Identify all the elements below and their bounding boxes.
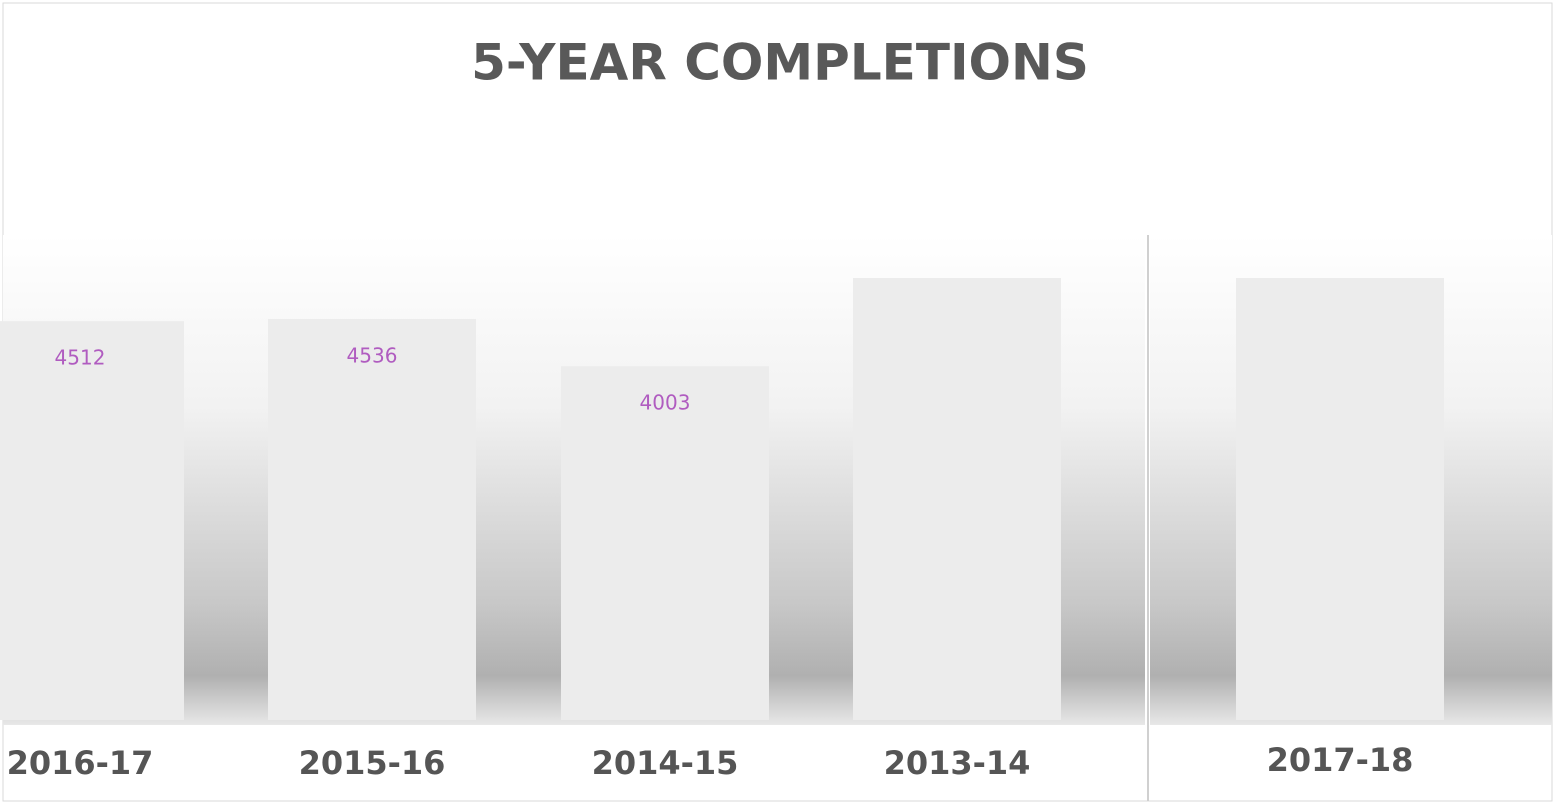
bar	[853, 278, 1061, 720]
x-tick-label: 2014-15	[592, 744, 739, 782]
chart-title: 5-YEAR COMPLETIONS	[471, 34, 1089, 92]
x-tick-label: 2017-18	[1267, 741, 1414, 779]
value-label: 4003	[640, 391, 691, 415]
x-tick-label: 2013-14	[884, 744, 1031, 782]
bar	[268, 319, 476, 720]
x-tick-label: 2016-17	[7, 744, 154, 782]
bar	[0, 321, 184, 720]
value-label: 4512	[55, 346, 106, 370]
x-tick-label: 2015-16	[299, 744, 446, 782]
bar	[561, 366, 769, 720]
bar	[1236, 278, 1444, 720]
value-label: 4536	[347, 344, 398, 368]
